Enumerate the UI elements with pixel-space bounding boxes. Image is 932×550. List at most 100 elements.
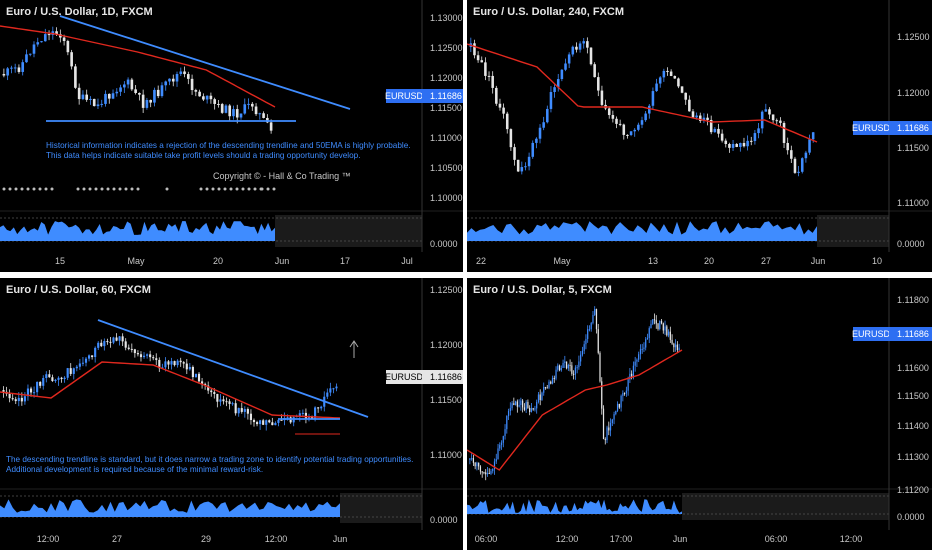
candle-body — [509, 408, 511, 412]
signal-dot — [260, 187, 264, 191]
candle-body — [36, 381, 39, 393]
osc-background — [682, 493, 889, 520]
chart-canvas[interactable]: 1.12500 1.12000 1.11500 1.11000 0.0000 12:00 2… — [0, 278, 463, 550]
candle-body — [562, 362, 564, 369]
candle-body — [155, 358, 158, 360]
x-tick-label: Jul — [401, 256, 413, 266]
candle-body — [115, 337, 118, 341]
candle-body — [541, 392, 543, 400]
candle-body — [669, 71, 673, 77]
x-tick-label: 27 — [112, 534, 122, 544]
chart-canvas[interactable]: 1.12500 1.12000 1.11500 1.11000 0.0000 22 May 1… — [467, 0, 932, 272]
candle-body — [606, 427, 608, 441]
candle-body — [567, 364, 569, 369]
candle-body — [247, 103, 250, 105]
chart-panel-1d[interactable]: 1.13000 1.12500 1.12000 1.11500 1.11000 1.105… — [0, 0, 463, 272]
chart-canvas[interactable]: 1.118001.117001.116001.115001.114001.113… — [467, 278, 932, 550]
chart-canvas[interactable]: 1.13000 1.12500 1.12000 1.11500 1.11000 1.105… — [0, 0, 463, 272]
candle-body — [495, 459, 497, 462]
candle-body — [194, 90, 198, 92]
chart-panel-5[interactable]: 1.118001.117001.116001.115001.114001.113… — [467, 278, 932, 550]
candle-body — [597, 77, 600, 91]
candle-body — [583, 344, 585, 351]
candle-body — [28, 53, 32, 55]
candle-body — [486, 472, 489, 475]
candle-body — [678, 347, 680, 351]
candle-body — [201, 381, 204, 384]
candle-body — [688, 99, 691, 112]
candle-body — [543, 387, 545, 393]
candle-body — [648, 105, 651, 114]
osc-tick-label: 0.0000 — [430, 239, 458, 249]
chart-panel-60[interactable]: 1.12500 1.12000 1.11500 1.11000 0.0000 12:00 2… — [0, 278, 463, 550]
candle-body — [268, 420, 271, 423]
candle-body — [557, 365, 559, 370]
y-tick-label: 1.11600 — [897, 363, 929, 373]
candle-body — [671, 339, 673, 344]
candle-body — [530, 408, 533, 412]
chart-panel-240[interactable]: 1.12500 1.12000 1.11500 1.11000 0.0000 22 May 1… — [467, 0, 932, 272]
signal-dot — [124, 187, 128, 191]
osc-tick-label: 0.0000 — [897, 239, 925, 249]
x-tick-label: Jun — [333, 534, 348, 544]
price-tag-symbol-bg — [386, 370, 422, 384]
y-tick-label: 1.10500 — [430, 163, 463, 173]
signal-dot — [211, 187, 215, 191]
candle-body — [518, 405, 520, 407]
x-tick-label: 10 — [872, 256, 882, 266]
candle-body — [608, 427, 610, 431]
candle-body — [546, 108, 549, 123]
candle-body — [676, 344, 678, 351]
candle-body — [54, 379, 57, 382]
candle-body — [502, 107, 505, 114]
candle-body — [26, 388, 30, 397]
candle-body — [581, 350, 584, 355]
candle-body — [262, 113, 265, 118]
ema-line — [467, 43, 818, 143]
y-tick-label: 1.10000 — [430, 193, 463, 203]
price-tag-value-bg — [889, 121, 932, 135]
candle-body — [507, 411, 510, 417]
candle-body — [564, 361, 566, 363]
candle-body — [511, 403, 513, 409]
candle-body — [66, 368, 69, 378]
candle-body — [575, 46, 578, 50]
candle-body — [262, 420, 265, 425]
candle-body — [164, 81, 168, 86]
candle-body — [660, 320, 663, 324]
candle-body — [724, 140, 728, 144]
chart-title: Euro / U.S. Dollar, 1D, FXCM — [6, 6, 153, 18]
candle-body — [664, 326, 666, 331]
candle-body — [506, 416, 508, 430]
candle-body — [768, 109, 771, 115]
candle-body — [123, 84, 126, 88]
candle-body — [560, 69, 564, 80]
candle-body — [491, 75, 494, 88]
candle-body — [492, 468, 494, 472]
candle-body — [286, 417, 289, 419]
candle-body — [490, 471, 492, 474]
signal-dot — [44, 187, 48, 191]
candle-body — [104, 93, 107, 104]
descending-trendline — [59, 15, 351, 110]
candle-body — [60, 377, 63, 380]
osc-tick-label: 0.0000 — [897, 512, 925, 522]
candle-body — [301, 412, 304, 414]
candle-body — [513, 403, 515, 405]
candle-body — [553, 377, 555, 379]
price-tag-value: 1.11686 — [430, 372, 462, 382]
candle-body — [474, 462, 476, 467]
candle-body — [550, 381, 552, 384]
candle-body — [222, 399, 225, 402]
candle-body — [631, 373, 633, 378]
candle-body — [476, 55, 480, 61]
signal-dot — [217, 187, 221, 191]
candle-body — [481, 471, 483, 473]
candle-body — [186, 74, 190, 79]
candle-body — [548, 381, 550, 388]
candle-body — [190, 78, 194, 91]
osc-tick-label: 0.0000 — [430, 515, 458, 525]
candle-body — [516, 401, 518, 407]
oscillator-area — [467, 499, 682, 514]
candle-body — [243, 409, 246, 412]
